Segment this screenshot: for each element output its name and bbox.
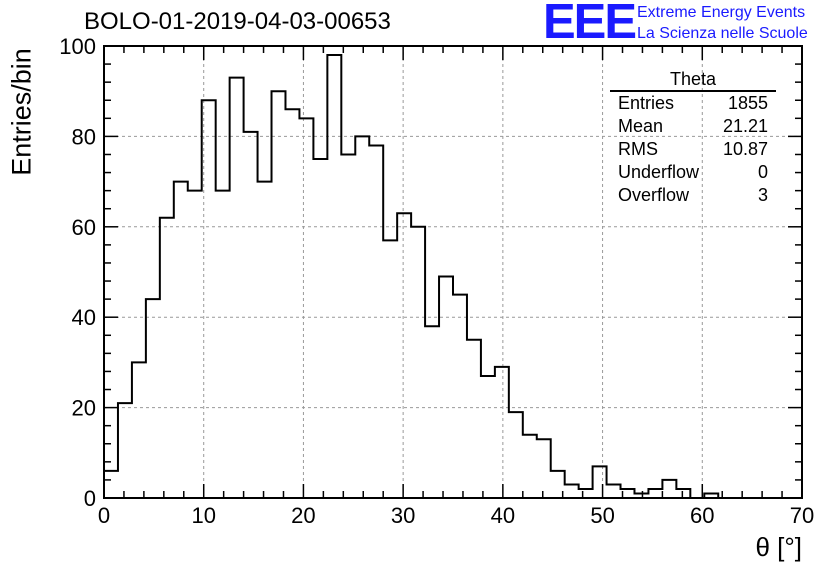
stats-label: RMS <box>618 139 658 159</box>
histogram-bin <box>244 132 258 498</box>
stats-label: Overflow <box>618 185 690 205</box>
y-tick-label: 20 <box>72 396 96 421</box>
plot-frame <box>103 45 803 499</box>
histogram-bin <box>481 376 495 498</box>
y-tick-label: 0 <box>84 486 96 511</box>
histogram-bin <box>439 277 453 498</box>
stats-label: Entries <box>618 93 675 113</box>
x-tick-label: 20 <box>291 503 315 528</box>
histogram-bin <box>579 489 593 498</box>
histogram-bin <box>453 295 467 498</box>
logo-subtitle-1: Extreme Energy Events <box>637 4 806 21</box>
eee-logo: EEE <box>543 0 637 49</box>
histogram-bin <box>509 412 523 498</box>
histogram-bin <box>397 213 411 498</box>
x-tick-label: 30 <box>391 503 415 528</box>
histogram-bin <box>174 182 188 498</box>
histogram-bin <box>230 78 244 498</box>
x-tick-label: 10 <box>191 503 215 528</box>
histogram-bin <box>160 218 174 498</box>
histogram-bin <box>467 340 481 498</box>
histogram-bin <box>188 191 202 498</box>
histogram-bin <box>285 109 299 498</box>
stats-box: Theta Entries 1855 Mean 21.21 RMS 10.87 … <box>610 68 776 207</box>
y-tick-label: 60 <box>72 215 96 240</box>
stats-value: 10.87 <box>722 139 768 159</box>
histogram-bin <box>132 362 146 498</box>
stats-row: Overflow 3 <box>610 184 776 207</box>
histogram-bin <box>593 466 607 498</box>
histogram-bin <box>383 240 397 498</box>
stats-row: RMS 10.87 <box>610 138 776 161</box>
histogram-outline <box>103 54 733 499</box>
histogram-bin <box>258 182 272 498</box>
histogram-bin <box>648 489 662 498</box>
histogram-bin <box>202 100 216 498</box>
x-tick-label: 0 <box>98 503 110 528</box>
stats-value: 0 <box>757 162 768 182</box>
x-axis-label: θ [°] <box>755 532 802 562</box>
histogram-bin <box>495 367 509 498</box>
stats-label: Underflow <box>618 162 700 182</box>
stats-row: Entries 1855 <box>610 92 776 115</box>
histogram-bin <box>272 91 286 498</box>
y-tick-label: 100 <box>59 34 96 59</box>
stats-value: 21.21 <box>722 116 768 136</box>
histogram-bin <box>327 55 341 498</box>
histogram-bin <box>104 471 118 498</box>
x-tick-label: 40 <box>491 503 515 528</box>
histogram-bin <box>676 489 690 498</box>
histogram-bin <box>313 159 327 498</box>
chart-title: BOLO-01-2019-04-03-00653 <box>84 8 391 35</box>
stats-value: 3 <box>757 185 768 205</box>
stats-title: Theta <box>610 68 776 92</box>
histogram-bin <box>118 403 132 498</box>
histogram-bin <box>607 484 621 498</box>
y-tick-label: 80 <box>72 124 96 149</box>
x-tick-label: 70 <box>790 503 814 528</box>
histogram-bin <box>216 191 230 498</box>
histogram-bin <box>662 480 676 498</box>
stats-row: Mean 21.21 <box>610 115 776 138</box>
histogram-bin <box>523 435 537 498</box>
x-tick-label: 50 <box>590 503 614 528</box>
histogram-bin <box>565 484 579 498</box>
histogram-bin <box>369 145 383 498</box>
x-tick-label: 60 <box>690 503 714 528</box>
histogram-bin <box>425 326 439 498</box>
stats-value: 1855 <box>727 93 768 113</box>
y-axis-label: Entries/bin <box>6 48 37 176</box>
histogram-bin <box>341 154 355 498</box>
histogram-bin <box>411 227 425 498</box>
histogram-bin <box>355 136 369 498</box>
y-tick-label: 40 <box>72 305 96 330</box>
histogram-bin <box>146 299 160 498</box>
stats-row: Underflow 0 <box>610 161 776 184</box>
logo-subtitle-2: La Scienza nelle Scuole <box>637 25 808 42</box>
histogram-bin <box>537 439 551 498</box>
stats-label: Mean <box>618 116 664 136</box>
histogram-bin <box>299 118 313 498</box>
